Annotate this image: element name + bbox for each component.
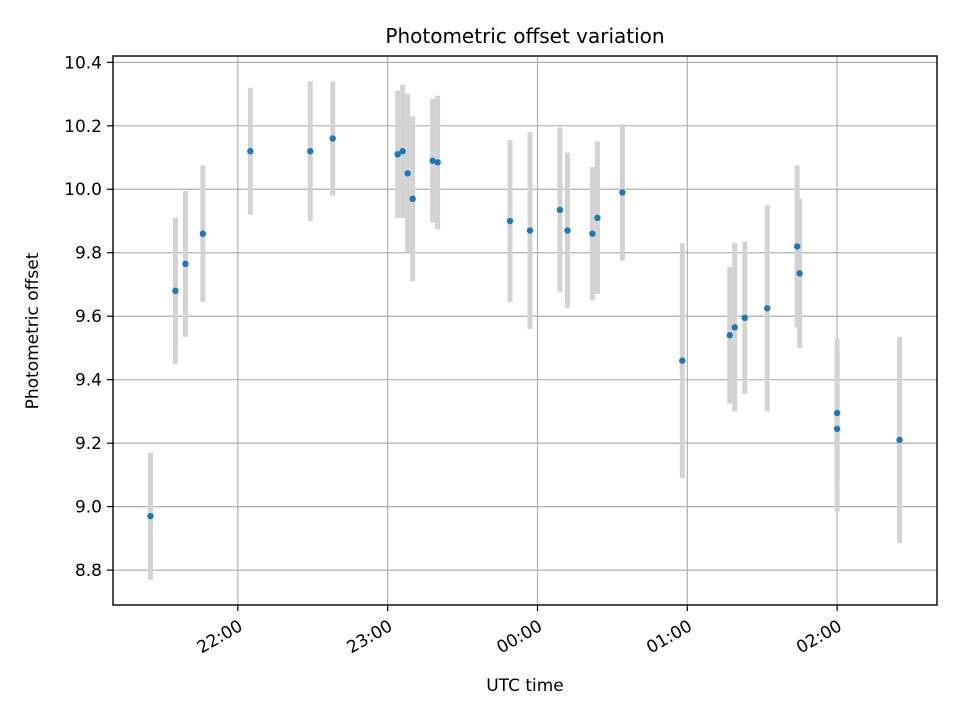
data-point (679, 357, 686, 364)
y-tick-label: 10.4 (64, 53, 102, 73)
data-point (247, 148, 254, 155)
data-point (199, 230, 207, 237)
data-point (731, 324, 738, 331)
y-axis-label: Photometric offset (23, 252, 43, 409)
data-point (307, 148, 314, 155)
data-point (429, 157, 436, 164)
y-tick-label: 10.0 (64, 180, 102, 200)
data-point (404, 170, 411, 177)
data-point (619, 189, 626, 196)
y-tick-label: 9.2 (75, 434, 102, 454)
y-tick-label: 9.8 (75, 244, 102, 264)
data-point (172, 287, 179, 295)
data-point (594, 214, 601, 222)
data-point (147, 512, 154, 520)
y-tick-label: 10.2 (64, 117, 102, 137)
data-point (793, 243, 801, 250)
y-tick-label: 9.0 (75, 498, 102, 518)
data-point (833, 425, 841, 433)
y-tick-label: 9.4 (75, 371, 102, 391)
data-point (726, 332, 733, 339)
x-axis-label: UTC time (486, 676, 564, 696)
data-point (182, 260, 189, 268)
data-point (564, 227, 571, 234)
data-point (394, 151, 401, 158)
data-point (741, 314, 748, 322)
y-tick-label: 8.8 (75, 561, 102, 581)
data-point (833, 409, 841, 417)
data-points (147, 135, 903, 520)
plot-frame (112, 55, 938, 606)
data-point (329, 135, 336, 142)
data-point (434, 159, 441, 166)
data-point (796, 270, 803, 277)
data-point (526, 227, 534, 234)
data-point (409, 195, 416, 203)
y-tick-label: 9.6 (75, 307, 102, 327)
data-point (399, 148, 406, 155)
data-point (506, 217, 514, 225)
data-point (896, 436, 903, 444)
data-point (764, 305, 771, 312)
y-axis-ticks: 8.8 9.0 9.2 9.4 9.6 9.8 10.0 10.2 10.4 (64, 53, 113, 581)
chart-title: Photometric offset variation (385, 24, 664, 48)
data-point (589, 230, 596, 237)
data-point (556, 206, 564, 214)
